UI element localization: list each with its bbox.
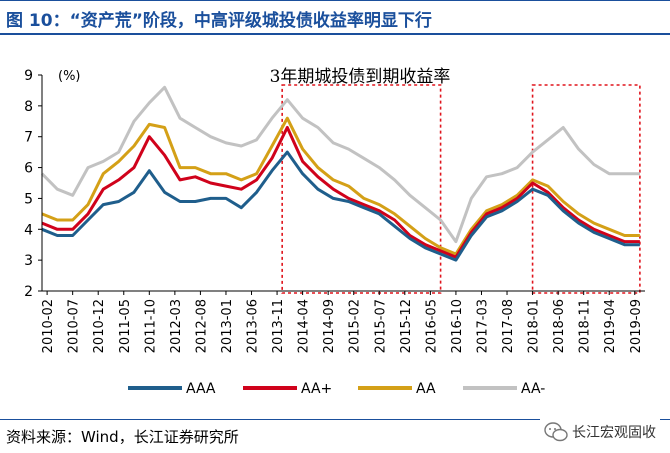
x-tick-label: 2015-07: [373, 299, 388, 353]
chart-title: 3年期城投债到期收益率: [270, 67, 451, 87]
top-accent-line: [0, 0, 670, 1]
y-tick-label: 5: [24, 191, 33, 207]
x-tick-label: 2018-06: [552, 299, 567, 353]
legend-label: AA+: [301, 381, 332, 397]
y-tick-label: 8: [24, 99, 33, 115]
x-tick-label: 2014-04: [297, 299, 312, 353]
x-tick-label: 2013-06: [246, 299, 261, 353]
x-tick-label: 2014-09: [322, 299, 337, 353]
legend-label: AAA: [186, 381, 216, 397]
x-tick-label: 2010-02: [41, 299, 56, 353]
y-axis-unit-label: (%): [58, 69, 81, 84]
x-tick-label: 2010-07: [67, 299, 82, 353]
x-tick-label: 2015-02: [348, 299, 363, 353]
x-tick-label: 2011-10: [143, 299, 158, 353]
y-tick-label: 9: [24, 68, 33, 84]
x-tick-label: 2018-01: [527, 299, 542, 353]
series-line-aa: [41, 116, 640, 256]
highlight-box: [531, 84, 641, 294]
x-tick-label: 2019-04: [603, 299, 618, 353]
y-tick-label: 2: [24, 284, 33, 300]
wechat-logo: 长江宏观固收: [540, 417, 660, 447]
x-tick-label: 2011-05: [118, 299, 133, 353]
series-line-aaminus: [40, 85, 640, 244]
x-tick-label: 2019-09: [629, 299, 644, 353]
x-tick-label: 2010-12: [92, 299, 107, 353]
wechat-icon: [544, 422, 568, 442]
title-rule: [0, 33, 670, 35]
logo-text: 长江宏观固收: [572, 425, 656, 441]
x-tick-label: 2016-10: [450, 299, 465, 353]
y-tick-label: 3: [24, 253, 33, 269]
legend-label: AA: [416, 381, 436, 397]
figure-title: 图 10：“资产荒”阶段，中高评级城投债收益率明显下行: [6, 11, 432, 31]
highlight-box: [281, 84, 442, 294]
chart-svg: 3年期城投债到期收益率 (%) 2 3 4 5 6 7 8 9 2010-02 2010-07 20…: [24, 67, 645, 397]
bottom-rule: [0, 419, 670, 420]
x-tick-label: 2013-11: [271, 299, 286, 353]
x-tick-label: 2015-12: [399, 299, 414, 353]
x-tick-label: 2013-01: [220, 299, 235, 353]
y-tick-label: 6: [24, 161, 33, 177]
x-tick-label: 2012-03: [169, 299, 184, 353]
source-note: 资料来源：Wind，长江证券研究所: [6, 428, 239, 446]
x-tick-label: 2012-08: [194, 299, 209, 353]
y-tick-label: 4: [24, 222, 33, 238]
y-tick-label: 7: [24, 130, 33, 146]
x-tick-label: 2017-08: [501, 299, 516, 353]
series-line-aaplus: [41, 126, 640, 259]
x-tick-label: 2017-03: [475, 299, 490, 353]
x-tick-label: 2018-11: [578, 299, 593, 353]
x-tick-label: 2016-05: [424, 299, 439, 353]
series-line-aaa: [41, 150, 640, 262]
legend-label: AA-: [521, 381, 545, 397]
